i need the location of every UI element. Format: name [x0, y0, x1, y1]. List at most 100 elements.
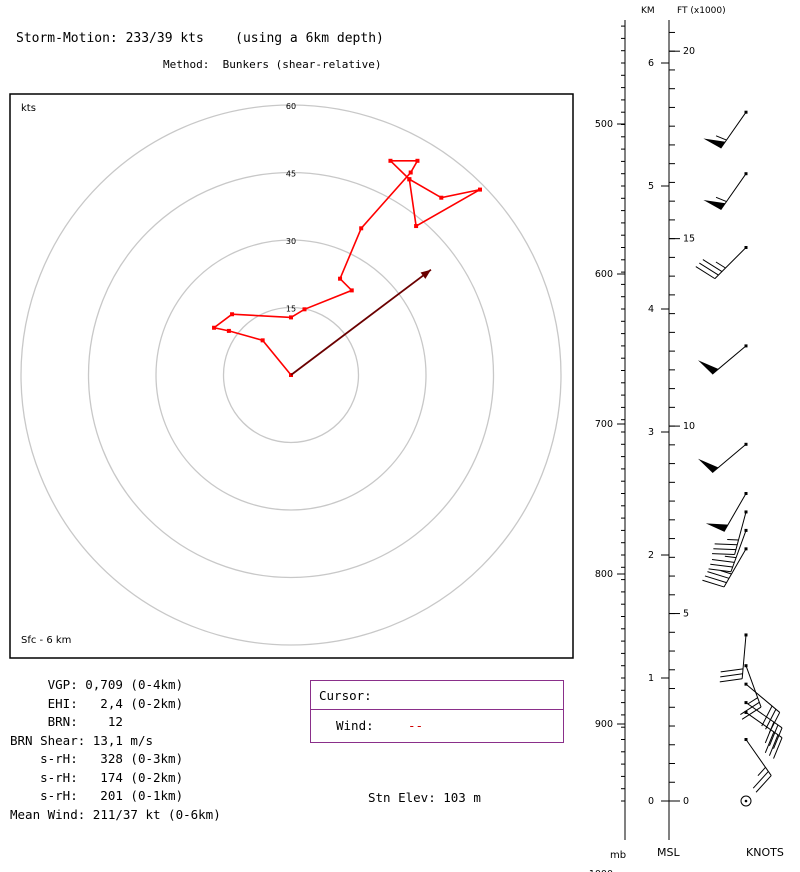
km-axis-label: KM [641, 6, 655, 16]
barb-flag [703, 138, 726, 149]
stat-value: 0,709 (0-4km) [77, 677, 184, 692]
stat-row-srh-03: s-rH: 328 (0-3km) [10, 751, 183, 766]
ring-label: 60 [286, 102, 296, 111]
barb-base [744, 172, 748, 176]
barb-flag [705, 523, 728, 532]
barb-full [699, 262, 719, 276]
barb-base [744, 738, 748, 741]
barb-half [724, 555, 737, 559]
barb-base [744, 633, 748, 637]
stat-label: s-rH: [10, 751, 78, 766]
stat-row-ehi: EHI: 2,4 (0-2km) [10, 696, 183, 711]
barb-full [702, 259, 723, 272]
hodograph-point [349, 288, 354, 293]
barb-base [744, 664, 748, 668]
barb-full [711, 559, 735, 563]
msl-label: MSL [657, 846, 680, 859]
pressure-label: 900 [595, 719, 613, 730]
hodograph-point [260, 338, 265, 343]
hodograph-units-label: kts [21, 103, 36, 114]
barb-shaft [720, 111, 747, 149]
barb-base [744, 701, 748, 705]
ft-label: 10 [683, 421, 695, 432]
barb-full [741, 706, 762, 720]
range-ring [222, 306, 360, 444]
wind-label: Wind: [336, 718, 374, 733]
barb-base [744, 442, 748, 446]
calm-circle [740, 795, 752, 807]
stat-value: 13,1 m/s [85, 733, 153, 748]
ft-axis-label: FT (x1000) [677, 6, 726, 16]
hodograph-point [359, 226, 364, 231]
barb-full [773, 737, 783, 759]
barb-full [720, 668, 744, 673]
barb-shaft [723, 493, 747, 532]
cursor-panel: Cursor: Wind: -- [310, 680, 564, 743]
hodograph-point [226, 328, 231, 333]
barb-base [744, 110, 748, 114]
barb-full [713, 548, 736, 551]
barb-shaft [745, 665, 762, 708]
barb-base [744, 528, 748, 532]
stat-value: 201 (0-1km) [77, 788, 184, 803]
stat-row-srh-01: s-rH: 201 (0-1km) [10, 788, 183, 803]
barb-flag [703, 200, 726, 210]
barb-half [715, 196, 727, 203]
barb-shaft [720, 173, 747, 211]
barb-full [764, 731, 775, 754]
hodograph-ring-labels: 15 30 45 60 [286, 102, 296, 314]
barb-base [744, 344, 748, 348]
hodograph-point [388, 158, 393, 163]
barb-base [744, 547, 748, 551]
barb-full [768, 734, 779, 756]
barb-full [707, 571, 730, 579]
pressure-labels: 500 600 700 800 900 1000 [589, 119, 625, 872]
pressure-label: 600 [595, 269, 613, 280]
hodograph-point [439, 195, 444, 200]
ft-labels: 0 5 10 15 20 [669, 46, 695, 807]
stat-label: BRN Shear: [10, 733, 86, 748]
barb-base [744, 492, 748, 495]
stat-value: 12 [77, 714, 123, 729]
barb-shaft [745, 683, 781, 713]
storm-motion-arrowhead [420, 269, 431, 279]
barb-full [764, 721, 775, 744]
stat-value: 328 (0-3km) [77, 751, 184, 766]
hodograph-point [230, 312, 235, 317]
barb-base [744, 682, 748, 686]
hodograph-point [408, 170, 413, 175]
barb-shaft [730, 530, 747, 572]
hodograph-point [302, 307, 307, 312]
hodograph-point [407, 177, 412, 182]
km-label: 6 [648, 58, 654, 69]
height-minor-ticks [621, 25, 675, 802]
barb-full [773, 727, 783, 749]
barb-full [695, 266, 716, 280]
hodograph-layer-label: Sfc - 6 km [21, 635, 71, 646]
method-label: Method: Bunkers (shear-relative) [163, 58, 382, 71]
barb-shaft [714, 247, 747, 279]
hodograph-trace [212, 158, 482, 377]
barb-full [761, 705, 773, 727]
hodograph-point [212, 325, 217, 330]
km-labels: 0 1 2 3 4 5 6 [648, 58, 669, 807]
cursor-label: Cursor: [319, 688, 372, 703]
hodograph-rings [20, 104, 562, 646]
pressure-label: 800 [595, 569, 613, 580]
stat-label: VGP: [10, 677, 78, 692]
barb-shaft [741, 634, 747, 679]
barb-full [702, 579, 725, 588]
ring-label: 30 [286, 237, 296, 246]
ft-label: 20 [683, 46, 695, 57]
stat-label: BRN: [10, 714, 78, 729]
barb-half [715, 135, 727, 141]
range-ring [155, 239, 427, 511]
stat-row-vgp: VGP: 0,709 (0-4km) [10, 677, 183, 692]
ring-label: 45 [286, 170, 296, 179]
barb-shaft [711, 345, 747, 375]
ft-label: 0 [683, 796, 689, 807]
barb-full [719, 678, 743, 683]
hodograph-point [289, 315, 293, 320]
stat-row-mean-wind: Mean Wind: 211/37 kt (0-6km) [10, 807, 221, 822]
